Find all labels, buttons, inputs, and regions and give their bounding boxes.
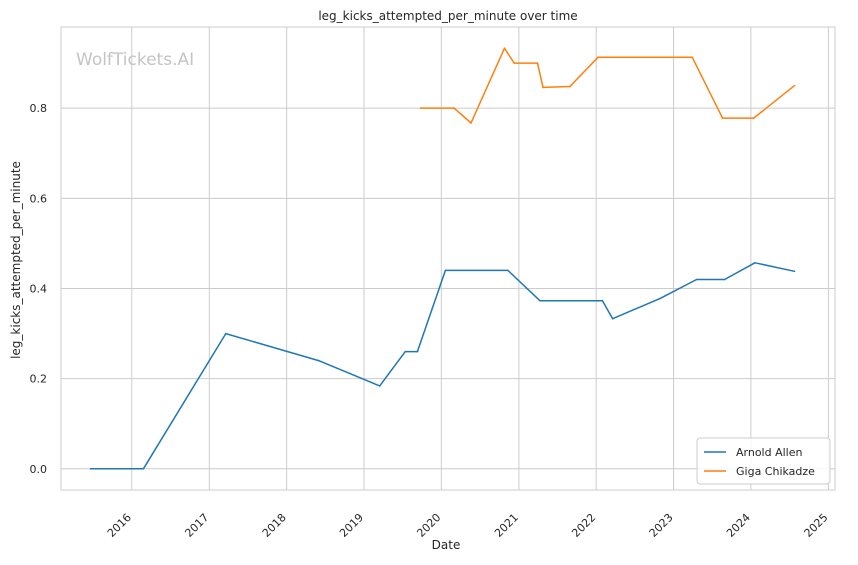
y-tick-label: 0.0 bbox=[30, 463, 48, 476]
data-point-arnold-allen bbox=[404, 350, 407, 353]
data-point-giga-chikadze bbox=[793, 84, 796, 87]
data-point-arnold-allen bbox=[659, 297, 661, 300]
data-point-giga-chikadze bbox=[470, 122, 472, 124]
data-point-giga-chikadze bbox=[536, 62, 539, 64]
watermark: WolfTickets.AI bbox=[76, 50, 194, 70]
data-point-arnold-allen bbox=[695, 278, 698, 281]
data-point-giga-chikadze bbox=[419, 107, 422, 109]
data-point-arnold-allen bbox=[793, 270, 796, 273]
data-point-giga-chikadze bbox=[569, 85, 571, 88]
legend-label-giga-chikadze: Giga Chikadze bbox=[736, 465, 815, 478]
data-point-arnold-allen bbox=[601, 299, 604, 302]
data-point-giga-chikadze bbox=[453, 107, 455, 109]
data-point-arnold-allen bbox=[378, 385, 381, 387]
data-point-arnold-allen bbox=[225, 332, 227, 335]
data-point-arnold-allen bbox=[507, 269, 509, 272]
data-point-giga-chikadze bbox=[597, 56, 599, 58]
data-point-arnold-allen bbox=[539, 299, 541, 302]
data-point-arnold-allen bbox=[754, 262, 756, 264]
plot-frame bbox=[60, 26, 836, 491]
data-point-arnold-allen bbox=[89, 468, 92, 470]
legend-box bbox=[696, 437, 831, 485]
data-point-arnold-allen bbox=[142, 468, 145, 470]
y-tick-label: 0.4 bbox=[30, 282, 48, 295]
data-point-giga-chikadze bbox=[753, 117, 755, 119]
data-point-arnold-allen bbox=[611, 317, 614, 320]
data-point-giga-chikadze bbox=[513, 62, 515, 64]
data-point-giga-chikadze bbox=[721, 117, 724, 119]
data-point-arnold-allen bbox=[444, 269, 447, 272]
legend-label-arnold-allen: Arnold Allen bbox=[736, 446, 802, 459]
y-tick-label: 0.8 bbox=[30, 102, 48, 115]
legend: Arnold Allen Giga Chikadze bbox=[696, 437, 831, 485]
data-point-arnold-allen bbox=[723, 278, 726, 281]
data-point-arnold-allen bbox=[416, 350, 419, 353]
data-point-giga-chikadze bbox=[542, 86, 544, 89]
y-axis-label: leg_kicks_attempted_per_minute bbox=[9, 161, 23, 359]
data-point-arnold-allen bbox=[317, 359, 320, 362]
y-tick-label: 0.6 bbox=[30, 192, 48, 205]
data-point-giga-chikadze bbox=[691, 56, 693, 58]
y-tick-label: 0.2 bbox=[30, 373, 48, 386]
x-axis-label: Date bbox=[432, 538, 461, 552]
chart-title: leg_kicks_attempted_per_minute over time bbox=[318, 9, 577, 23]
data-point-giga-chikadze bbox=[503, 47, 506, 49]
